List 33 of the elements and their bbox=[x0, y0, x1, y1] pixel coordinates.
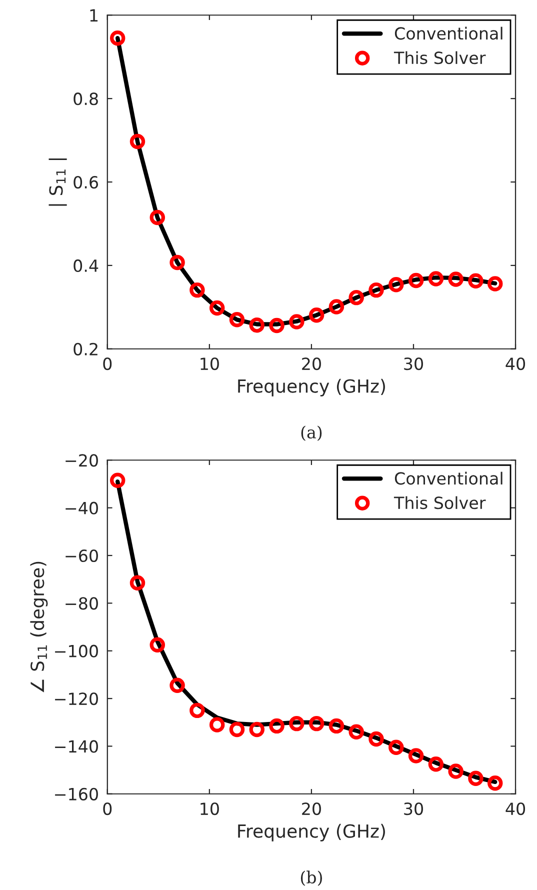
y-tick-label: 0.8 bbox=[74, 92, 98, 106]
x-tick-label: 30 bbox=[404, 358, 423, 370]
y-axis-title: | S$_{11}$ | bbox=[48, 158, 67, 206]
x-tick-label: 20 bbox=[302, 358, 321, 370]
x-tick-label: 0 bbox=[103, 358, 112, 370]
y-tick-label: 0.2 bbox=[74, 342, 98, 356]
x-tick-label: 30 bbox=[404, 802, 423, 816]
y-tick-label: −140 bbox=[55, 740, 98, 753]
legend-label: Conventional bbox=[394, 472, 502, 485]
y-tick-label: 0.4 bbox=[74, 259, 98, 272]
y-tick-label: −80 bbox=[66, 597, 98, 610]
x-tick-label: 20 bbox=[302, 802, 321, 816]
x-tick-label: 0 bbox=[103, 802, 112, 816]
legend-label: Conventional bbox=[394, 26, 502, 40]
x-tick-label: 10 bbox=[200, 802, 219, 816]
x-tick-label: 10 bbox=[200, 358, 219, 370]
text: (a) bbox=[301, 426, 322, 441]
x-axis-title: Frequency (GHz) bbox=[238, 378, 385, 396]
x-tick-label: 40 bbox=[506, 802, 526, 816]
x-tick-label: 40 bbox=[506, 358, 526, 370]
legend-label: This Solver bbox=[394, 51, 486, 64]
y-tick-label: −60 bbox=[66, 549, 98, 562]
y-tick-label: 0.6 bbox=[74, 176, 98, 189]
text: (b) bbox=[300, 870, 322, 886]
y-tick-label: −100 bbox=[55, 644, 98, 658]
y-axis-title: ∠ S$_{11}$ (degree) bbox=[30, 562, 48, 692]
y-tick-label: −120 bbox=[55, 692, 98, 706]
y-tick-label: −20 bbox=[66, 454, 98, 467]
y-tick-label: −160 bbox=[55, 788, 98, 800]
y-tick-label: 1 bbox=[90, 9, 98, 22]
y-tick-label: −40 bbox=[66, 502, 98, 514]
x-axis-title: Frequency (GHz) bbox=[238, 824, 385, 842]
legend-label: This Solver bbox=[394, 496, 486, 510]
